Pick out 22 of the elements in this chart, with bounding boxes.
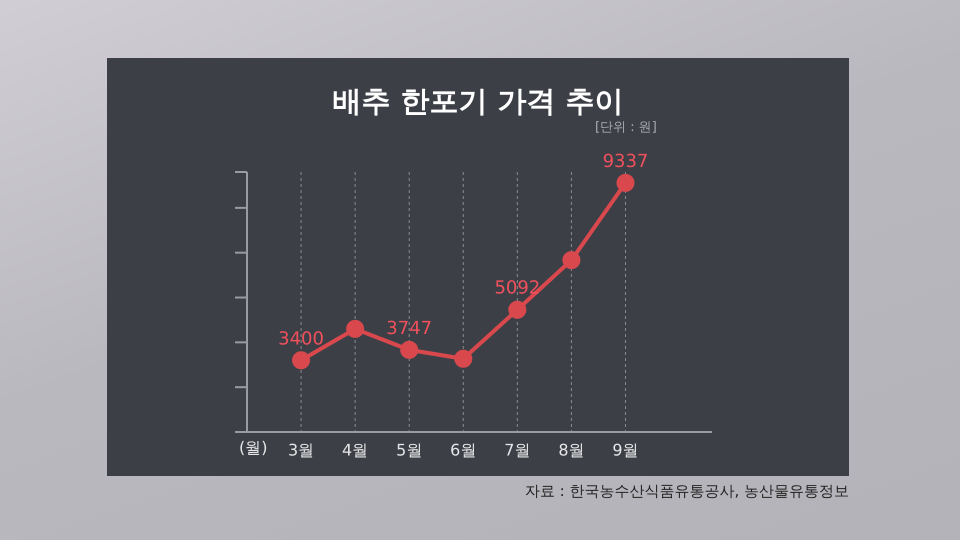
- data-label: 3400: [278, 328, 324, 350]
- data-label: 9337: [602, 150, 648, 172]
- x-tick-label: 9월: [612, 440, 639, 460]
- x-tick-label: 6월: [450, 440, 476, 460]
- x-tick-label: 8월: [558, 440, 585, 460]
- x-tick-label: 3월: [288, 440, 314, 460]
- data-label: 5092: [494, 278, 540, 299]
- chart-title: 배추 한포기 가격 추이: [332, 84, 624, 118]
- point: [616, 174, 634, 192]
- text: 자료 : 한국농수산식품유통공사, 농산물유통정보: [524, 482, 849, 501]
- point: [292, 351, 310, 370]
- chart-subtitle: [단위 : 원]: [595, 119, 657, 136]
- data-label: 3747: [386, 318, 432, 339]
- x-axis-title: (월): [239, 438, 268, 459]
- point: [346, 320, 364, 338]
- x-tick-label: 4월: [342, 440, 368, 460]
- x-tick-label: 7월: [504, 440, 530, 460]
- point: [454, 350, 472, 368]
- point: [562, 251, 580, 270]
- point: [508, 300, 526, 319]
- point: [400, 340, 418, 359]
- x-tick-label: 5월: [396, 440, 422, 460]
